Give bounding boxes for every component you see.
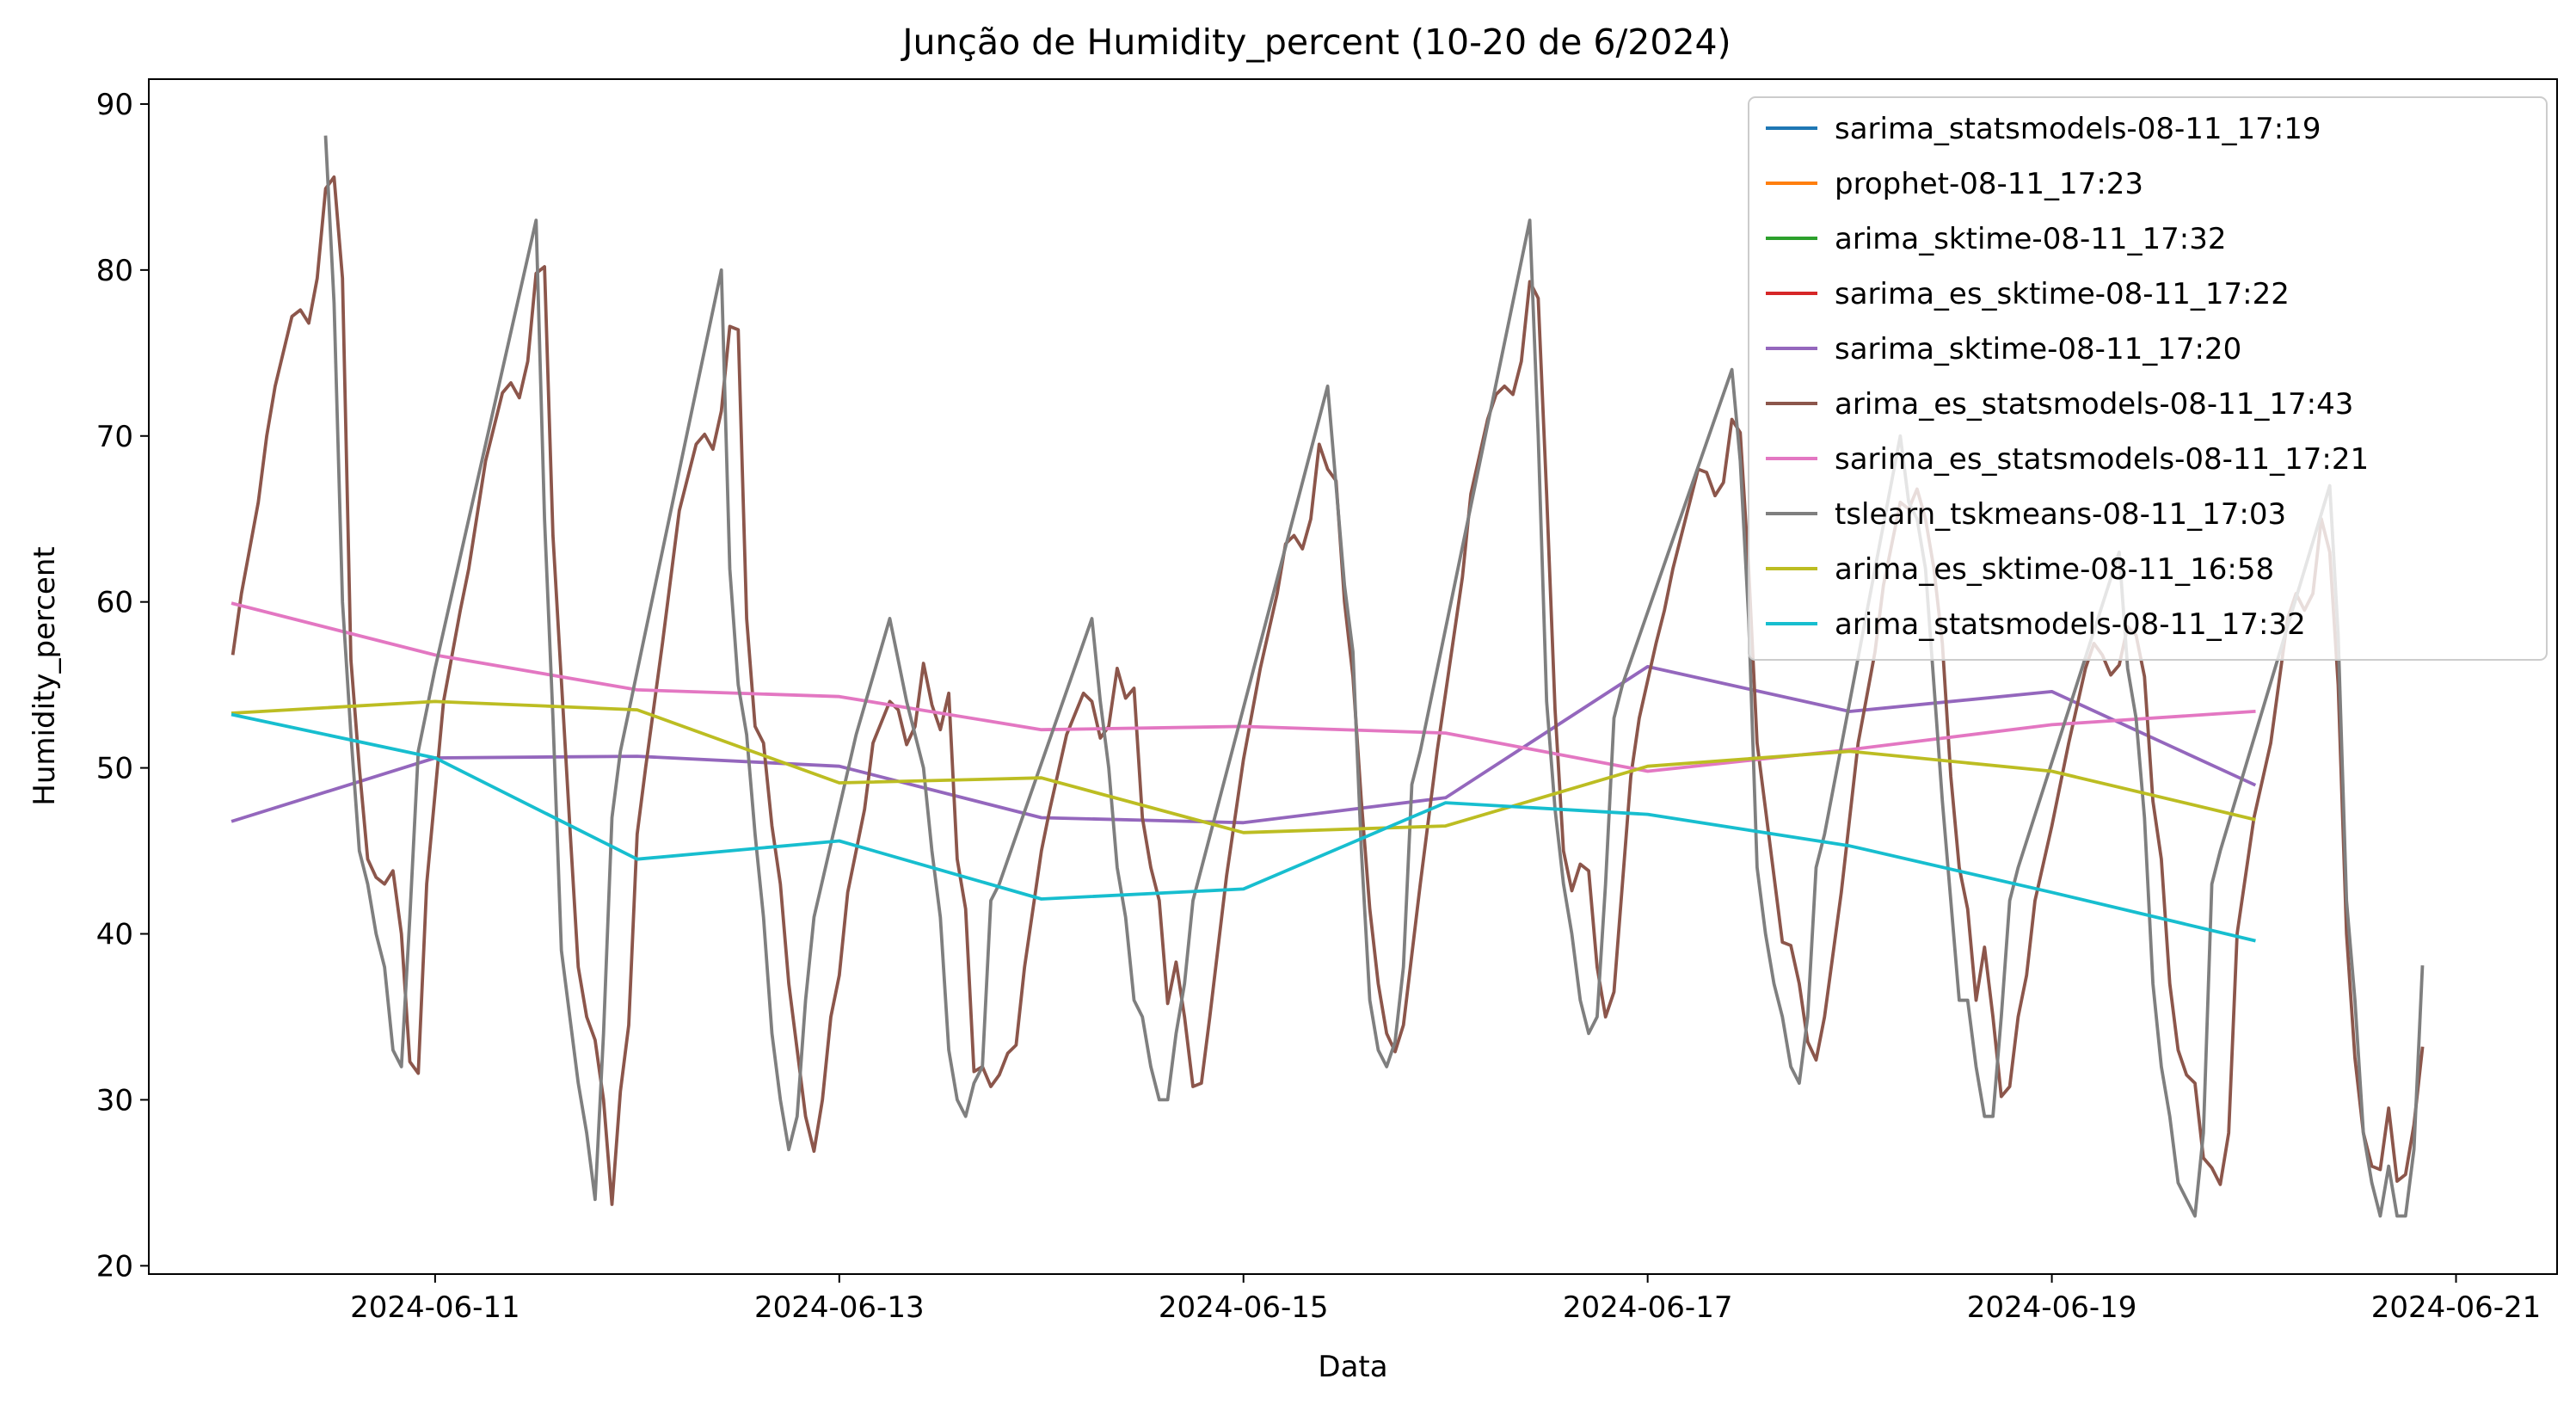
legend-label: arima_statsmodels-08-11_17:32 [1835, 607, 2306, 642]
y-axis: 20 30 40 50 60 70 80 90 [96, 88, 149, 1284]
y-tick-label: 80 [96, 254, 133, 288]
x-axis-label: Data [1318, 1350, 1387, 1384]
legend-label: sarima_sktime-08-11_17:20 [1835, 332, 2241, 366]
plot-lines [231, 135, 2425, 1218]
series-line-4 [231, 665, 2257, 825]
chart-title: Junção de Humidity_percent (10-20 de 6/2… [900, 22, 1731, 63]
series-line-7 [323, 135, 2425, 1218]
y-tick-label: 20 [96, 1249, 133, 1284]
legend-label: arima_es_statsmodels-08-11_17:43 [1835, 387, 2353, 422]
legend-label: sarima_es_sktime-08-11_17:22 [1835, 277, 2290, 311]
legend-label: sarima_es_statsmodels-08-11_17:21 [1835, 442, 2369, 477]
y-tick-label: 40 [96, 918, 133, 952]
axes-frame [148, 78, 2558, 1275]
y-tick-label: 70 [96, 420, 133, 454]
x-tick-label: 2024-06-19 [1967, 1290, 2137, 1325]
legend-box [1748, 96, 2548, 661]
x-tick-label: 2024-06-21 [2371, 1290, 2542, 1325]
legend-label: tslearn_tskmeans-08-11_17:03 [1835, 497, 2286, 532]
x-axis: 2024-06-11 2024-06-13 2024-06-15 2024-06-17… [350, 1274, 2541, 1325]
y-tick-label: 60 [96, 586, 133, 620]
legend-label: arima_sktime-08-11_17:32 [1835, 222, 2226, 256]
y-axis-label: Humidity_percent [28, 546, 62, 805]
x-tick-label: 2024-06-13 [754, 1290, 925, 1325]
series-line-9 [231, 712, 2256, 943]
legend: sarima_statsmodels-08-11_17:19 prophet-08… [1748, 96, 2548, 661]
x-tick-label: 2024-06-17 [1563, 1290, 1733, 1325]
series-line-8 [231, 699, 2256, 834]
legend-label: sarima_statsmodels-08-11_17:19 [1835, 112, 2321, 146]
legend-label: prophet-08-11_17:23 [1835, 167, 2143, 201]
y-tick-label: 50 [96, 752, 133, 786]
y-tick-label: 30 [96, 1083, 133, 1118]
series-line-6 [231, 601, 2256, 773]
x-tick-label: 2024-06-11 [350, 1290, 520, 1325]
legend-label: arima_es_sktime-08-11_16:58 [1835, 552, 2274, 587]
y-tick-label: 90 [96, 88, 133, 122]
x-tick-label: 2024-06-15 [1159, 1290, 1329, 1325]
